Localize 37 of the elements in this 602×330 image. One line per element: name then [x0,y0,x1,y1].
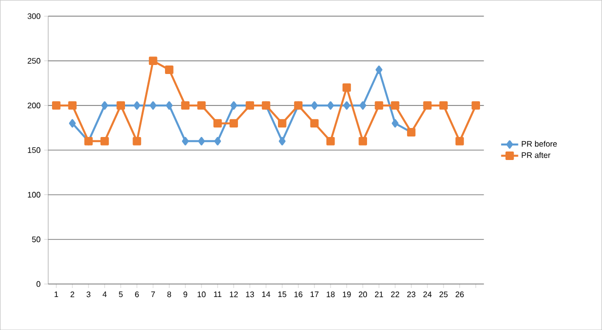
point [359,101,366,110]
point [342,83,351,92]
point [472,101,480,110]
point [148,56,158,65]
point [278,119,286,128]
point [358,136,368,146]
point [68,101,77,110]
point [423,101,432,110]
point [182,136,189,146]
point [181,101,190,110]
point [68,119,76,128]
point [213,119,222,128]
point [327,101,334,110]
point [439,101,448,110]
point [230,119,238,128]
point [101,101,108,110]
point [132,136,142,146]
point [52,101,60,110]
point [214,136,222,146]
point [343,101,350,110]
point [134,101,140,110]
point [150,101,156,110]
point [166,101,173,110]
point [165,65,174,74]
point [198,136,205,146]
point [326,136,335,146]
point [376,65,382,74]
point [392,119,399,128]
point [311,101,318,110]
point [455,136,464,146]
point [278,136,286,146]
point [310,119,319,128]
point [197,101,206,110]
point [390,101,400,110]
point [230,101,238,110]
point [100,136,109,146]
point [374,101,384,110]
